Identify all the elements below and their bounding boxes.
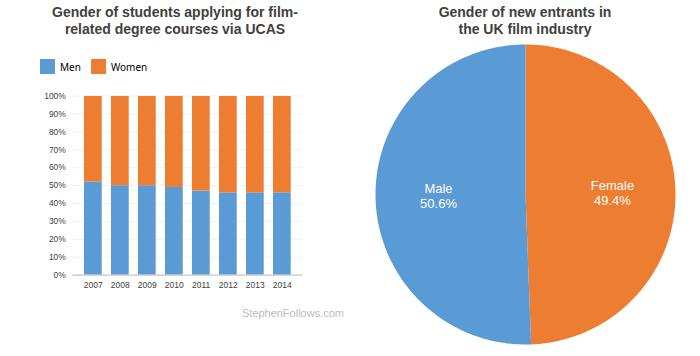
html-text:StephenFollows.com: StephenFollows.com (241, 306, 344, 319)
svg-text:10%: 10% (49, 252, 66, 262)
html-text:Gender of students applying fo: Gender of students applying for film- re… (52, 4, 298, 37)
svg-text:30%: 30% (49, 216, 66, 226)
svg-text:2008: 2008 (111, 280, 130, 290)
html-text:Gender of new entrants in the: Gender of new entrants in the UK film in… (438, 4, 612, 37)
html-text:Women: Women (110, 59, 148, 74)
svg-text:Male50.6%: Male50.6% (420, 181, 457, 211)
svg-text:2009: 2009 (138, 280, 157, 290)
svg-text:60%: 60% (49, 162, 66, 172)
svg-text:90%: 90% (49, 109, 66, 119)
svg-text:70%: 70% (49, 145, 66, 155)
svg-text:80%: 80% (49, 127, 66, 137)
svg-text:Female49.4%: Female49.4% (591, 178, 634, 208)
svg-text:40%: 40% (49, 198, 66, 208)
svg-text:2014: 2014 (273, 280, 292, 290)
svg-text:100%: 100% (44, 91, 66, 101)
svg-text:0%: 0% (54, 270, 67, 280)
svg-text:2010: 2010 (165, 280, 184, 290)
svg-text:50%: 50% (49, 180, 66, 190)
svg-text:2013: 2013 (246, 280, 265, 290)
svg-text:20%: 20% (49, 234, 66, 244)
svg-text:2007: 2007 (84, 280, 103, 290)
html-text:Men: Men (60, 59, 81, 74)
svg-text:2012: 2012 (219, 280, 238, 290)
svg-text:2011: 2011 (192, 280, 211, 290)
